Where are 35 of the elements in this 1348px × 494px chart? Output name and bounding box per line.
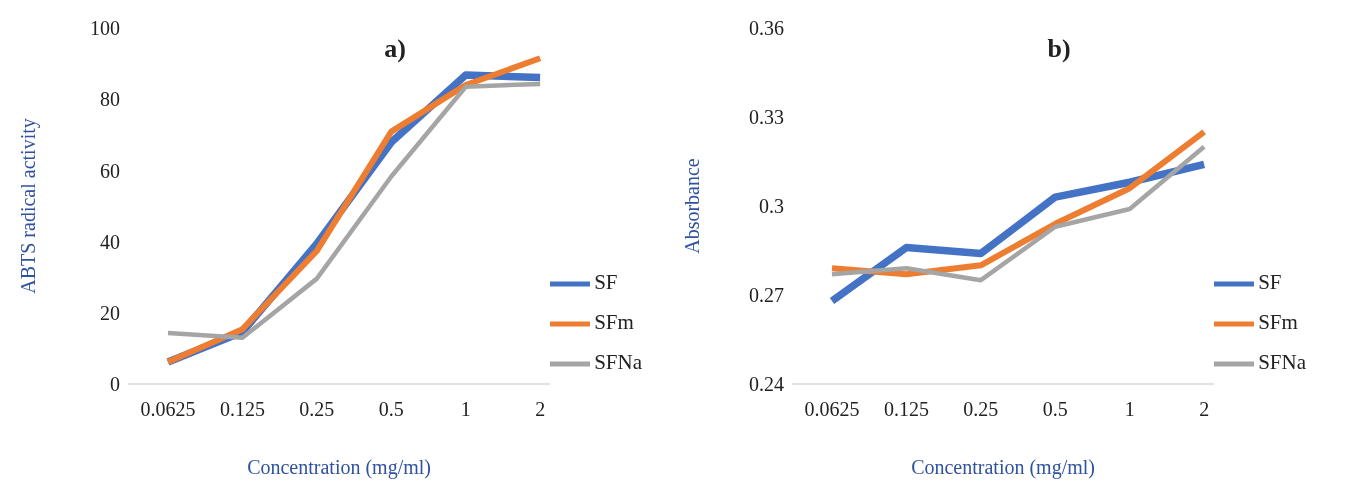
- y-tick-label: 0: [110, 373, 120, 396]
- y-axis-title: ABTS radical activity: [17, 118, 41, 294]
- legend-label: SF: [594, 269, 618, 294]
- legend-label: SFm: [594, 309, 634, 334]
- y-tick-label: 60: [100, 159, 120, 182]
- x-axis-title: Concentration (mg/ml): [247, 456, 431, 479]
- legend-label: SFm: [1258, 309, 1298, 334]
- y-tick-label: 100: [90, 17, 120, 40]
- x-axis-title: Concentration (mg/ml): [911, 456, 1095, 479]
- y-tick-label: 0.3: [759, 195, 784, 218]
- x-tick-label: 0.125: [883, 398, 929, 421]
- y-tick-label: 0.36: [749, 17, 784, 40]
- x-tick-label: 2: [1199, 398, 1210, 421]
- legend-label: SFNa: [594, 349, 642, 374]
- x-tick-label: 0.25: [299, 398, 335, 421]
- legend-label: SFNa: [1258, 349, 1306, 374]
- x-tick-label: 0.125: [219, 398, 265, 421]
- y-tick-label: 40: [100, 230, 120, 253]
- x-tick-label: 1: [1124, 398, 1135, 421]
- chart-title: b): [1047, 34, 1071, 63]
- x-tick-label: 0.0625: [140, 398, 196, 421]
- x-tick-label: 1: [460, 398, 471, 421]
- chart-title: a): [384, 34, 406, 63]
- x-tick-label: 0.25: [963, 398, 999, 421]
- y-tick-label: 0.24: [749, 373, 784, 396]
- legend-label: SF: [1258, 269, 1282, 294]
- y-tick-label: 0.27: [749, 284, 784, 307]
- y-tick-label: 20: [100, 301, 120, 324]
- x-tick-label: 0.0625: [804, 398, 860, 421]
- x-tick-label: 0.5: [378, 398, 404, 421]
- x-tick-label: 2: [535, 398, 546, 421]
- y-axis-title: Absorbance: [681, 158, 704, 254]
- x-tick-label: 0.5: [1042, 398, 1068, 421]
- y-tick-label: 80: [100, 88, 120, 111]
- y-tick-label: 0.33: [749, 106, 784, 129]
